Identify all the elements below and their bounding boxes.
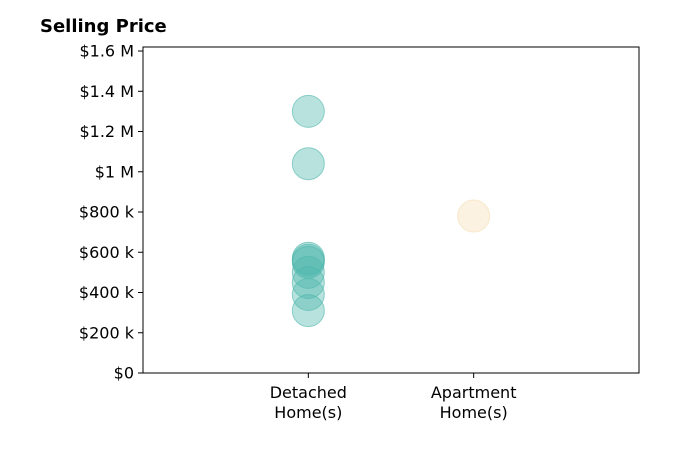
data-point: [291, 94, 325, 128]
y-tick-label: $0: [114, 364, 134, 383]
y-tick-label: $400 k: [79, 283, 135, 302]
y-tick-label: $1.2 M: [79, 122, 134, 141]
points-layer: [291, 94, 491, 328]
plot-frame: [142, 46, 640, 374]
data-point: [291, 294, 325, 328]
y-tick-label: $600 k: [79, 243, 135, 262]
chart-title: Selling Price: [40, 16, 167, 37]
data-point: [291, 265, 325, 299]
x-tick-label: Detached Home(s): [270, 383, 347, 422]
x-tick-label: Apartment Home(s): [431, 383, 517, 422]
data-point: [457, 199, 491, 233]
y-tick-label: $1.6 M: [79, 42, 134, 61]
axes-layer: $0 $200 k $400 k $600 k $800 k $1 M $1.2 M $1.4…: [79, 42, 517, 422]
y-tick-label: $1.4 M: [79, 82, 134, 101]
y-tick-label: $200 k: [79, 323, 135, 342]
y-tick-label: $1 M: [95, 162, 134, 181]
y-tick-label: $800 k: [79, 203, 135, 222]
data-point: [291, 147, 325, 181]
